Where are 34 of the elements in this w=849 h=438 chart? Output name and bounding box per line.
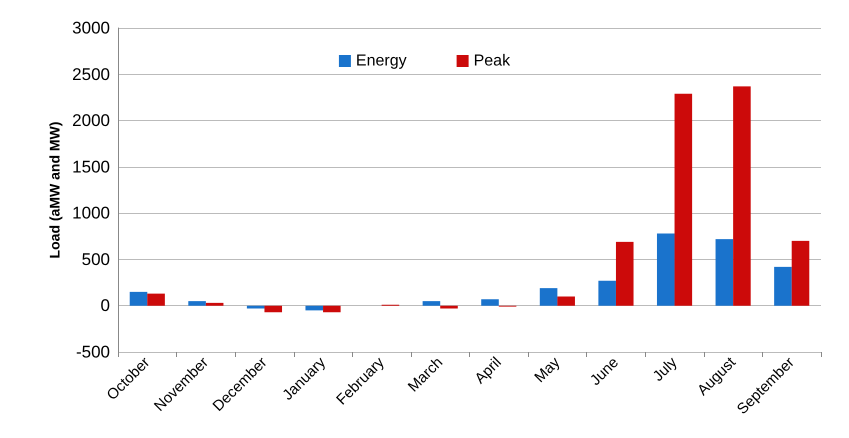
bar — [440, 306, 458, 308]
bar — [246, 306, 264, 308]
y-tick-label: -500 — [76, 342, 110, 362]
y-tick-label: 0 — [100, 296, 110, 316]
bar — [540, 288, 558, 306]
bar — [323, 306, 341, 312]
y-tick-label: 1500 — [72, 157, 110, 176]
x-tick-label: May — [531, 354, 564, 386]
y-tick-label: 3000 — [72, 18, 110, 38]
bar — [557, 296, 575, 306]
y-tick-label: 500 — [82, 250, 110, 269]
bar — [264, 306, 282, 312]
bar — [147, 294, 165, 306]
y-tick-label: 1000 — [72, 204, 110, 223]
bar — [616, 242, 634, 306]
bar — [130, 292, 148, 306]
bar — [656, 234, 675, 306]
bar — [792, 240, 810, 306]
bar — [774, 266, 792, 306]
bar — [716, 239, 734, 306]
legend-label: Energy — [356, 52, 407, 70]
bar — [305, 306, 324, 310]
bar — [481, 299, 499, 306]
legend-label: Peak — [474, 52, 512, 70]
x-tick-label: July — [650, 354, 681, 385]
y-tick-label: 2000 — [72, 111, 110, 130]
bar — [598, 280, 616, 306]
bar — [733, 86, 751, 306]
bar — [188, 301, 206, 306]
bar — [674, 94, 692, 306]
bar — [422, 301, 440, 306]
y-tick-label: 2500 — [72, 64, 110, 84]
y-axis-title: Load (aMW and MW) — [46, 122, 62, 258]
bar — [206, 302, 224, 306]
